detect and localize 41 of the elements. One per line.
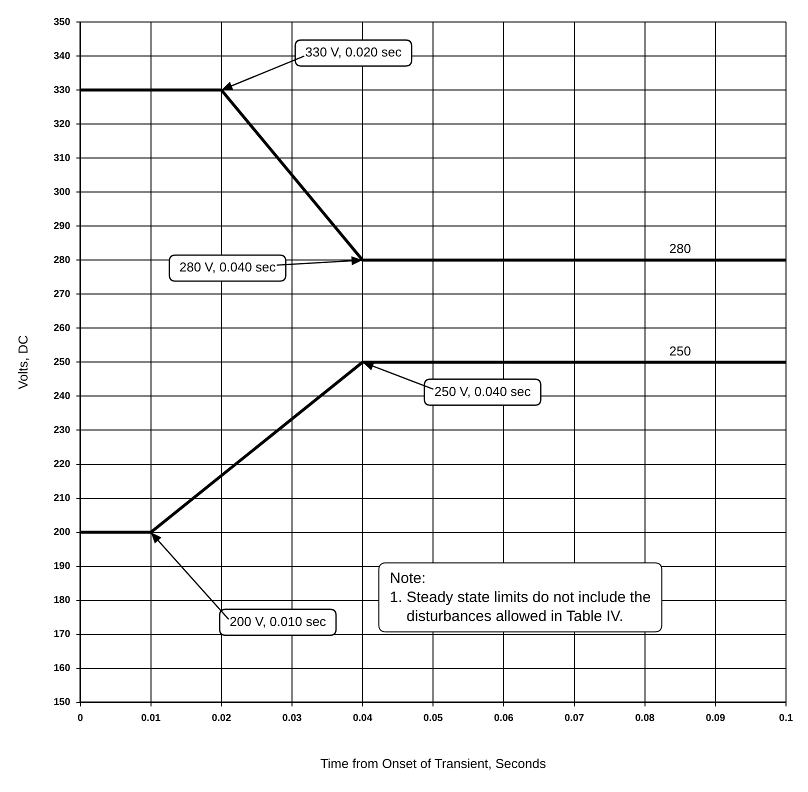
y-tick-label: 310 [54, 152, 71, 164]
y-tick-label: 350 [54, 16, 71, 28]
y-tick-label: 160 [54, 663, 71, 674]
annotation: 200 V, 0.010 sec [230, 614, 327, 629]
y-tick-label: 330 [54, 84, 71, 96]
annotation: 330 V, 0.020 sec [305, 44, 402, 60]
x-axis-title: Time from Onset of Transient, Seconds [320, 756, 546, 771]
y-tick-label: 270 [54, 288, 71, 300]
y-tick-label: 230 [54, 424, 71, 436]
x-tick-label: 0.03 [282, 713, 302, 724]
x-tick-label: 0.01 [141, 713, 162, 724]
y-tick-label: 210 [54, 493, 71, 504]
annotation: 250 V, 0.040 sec [434, 384, 532, 399]
y-tick-label: 290 [54, 220, 71, 232]
y-tick-label: 150 [54, 697, 71, 708]
y-tick-label: 260 [54, 322, 71, 334]
y-tick-label: 250 [54, 356, 71, 368]
x-tick-label: 0.06 [494, 713, 514, 724]
y-tick-label: 180 [54, 595, 71, 606]
annotation: 280 V, 0.040 sec [179, 260, 276, 275]
y-tick-label: 280 [54, 254, 71, 266]
y-tick-label: 220 [54, 459, 71, 470]
x-tick-label: 0.08 [635, 713, 656, 724]
x-tick-label: 0.1 [779, 713, 794, 724]
y-tick-label: 300 [54, 186, 71, 198]
x-tick-label: 0.02 [212, 713, 232, 724]
y-tick-label: 240 [54, 390, 71, 402]
y-tick-label: 190 [54, 561, 71, 572]
y-tick-label: 170 [54, 629, 71, 640]
y-tick-label: 200 [54, 527, 71, 538]
x-tick-label: 0.05 [423, 713, 444, 724]
annotation: 250 [669, 343, 691, 358]
y-axis-title: Volts, DC [15, 335, 30, 390]
x-tick-label: 0 [78, 713, 84, 724]
annotation: Note: 1. Steady state limits do not include the disturbances allowed in Table IV. [390, 570, 651, 626]
y-tick-label: 320 [54, 118, 71, 130]
x-tick-label: 0.04 [352, 713, 373, 724]
x-tick-label: 0.07 [564, 713, 584, 724]
x-tick-label: 0.09 [706, 713, 726, 724]
y-tick-label: 340 [54, 50, 71, 62]
annotation: 280 [669, 241, 691, 256]
